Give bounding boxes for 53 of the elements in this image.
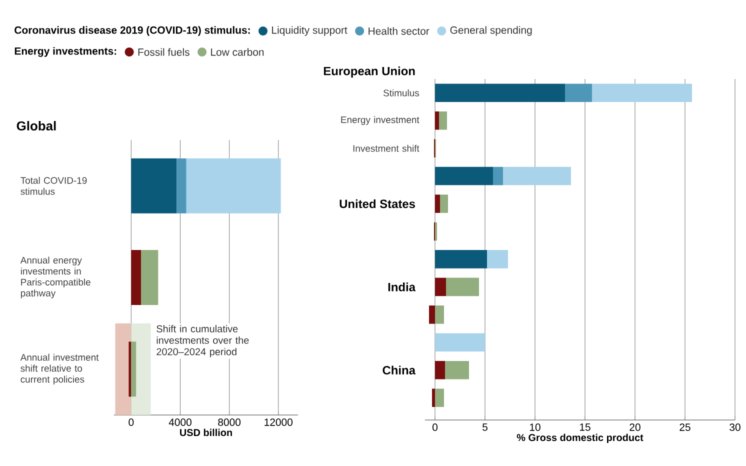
- y-tick-label: Annual energy investments in Paris-compatible pathway: [20, 256, 90, 298]
- x-tick-label: 0: [128, 418, 134, 426]
- y-tick-label: Stimulus: [384, 89, 420, 96]
- x-tick-label: 8000: [218, 418, 241, 426]
- bar: [493, 166, 504, 186]
- x-tick-label: 20: [630, 424, 640, 431]
- y-tick-label: Investment shift: [353, 144, 420, 152]
- bar: [435, 306, 444, 324]
- legend-title: Coronavirus disease 2019 (COVID-19) stimulus:: [14, 26, 250, 36]
- text: United States: [340, 199, 415, 208]
- text: China: [382, 366, 416, 374]
- bar: [592, 84, 692, 102]
- bar: [435, 194, 440, 213]
- bar: [435, 278, 446, 296]
- bar: [439, 111, 448, 130]
- legend-label: Fossil fuels: [138, 48, 190, 56]
- bar: [435, 250, 488, 268]
- bar: [435, 166, 494, 186]
- legend-label: General spending: [450, 26, 532, 36]
- bar: [429, 306, 436, 324]
- y-tick-label: Annual investment shift relative to current policies: [20, 354, 99, 385]
- x-axis-title: % Gross domestic product: [516, 434, 644, 444]
- bar: [435, 388, 444, 407]
- bar: [445, 360, 470, 380]
- x-tick-label: 10: [530, 424, 540, 431]
- text: European Union: [324, 66, 415, 78]
- x-tick-label: 5: [482, 424, 488, 431]
- text: Energy investments:: [14, 47, 116, 57]
- x-tick-label: 25: [680, 424, 690, 431]
- y-tick-label: Energy investment: [341, 116, 420, 125]
- bar: [435, 333, 486, 352]
- bar: [435, 84, 566, 102]
- x-tick-label: 12000: [264, 418, 292, 426]
- x-tick-label: 0: [432, 424, 438, 431]
- x-axis-title: USD billion: [180, 428, 232, 436]
- legend-label: Low carbon: [211, 48, 264, 56]
- legend-label: Liquidity support: [272, 26, 348, 36]
- y-tick-label: Total COVID-19 stimulus: [20, 176, 87, 195]
- bar: [432, 388, 436, 407]
- annotation: Shift in cumulative investments over the 2020–2024 period: [156, 325, 249, 358]
- legend-label: Health sector: [368, 27, 430, 35]
- x-tick-label: 4000: [168, 418, 192, 426]
- bar: [503, 166, 572, 186]
- bar: [440, 194, 448, 213]
- chart-title: Global: [16, 120, 56, 130]
- bar: [565, 84, 592, 102]
- text: India: [388, 282, 416, 292]
- x-tick-label: 30: [730, 424, 740, 431]
- bar: [435, 360, 446, 380]
- x-tick-label: 15: [580, 424, 590, 431]
- bar: [487, 250, 508, 268]
- bar: [446, 278, 480, 296]
- bar: [435, 111, 440, 130]
